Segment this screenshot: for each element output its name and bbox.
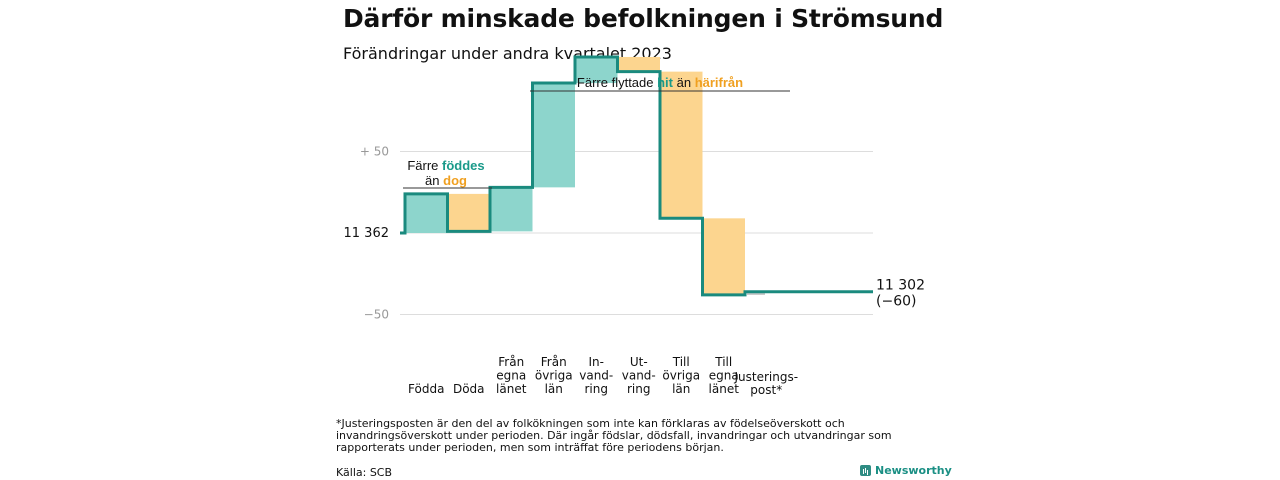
annotation-births-deaths: Färre föddes xyxy=(407,158,484,173)
category-label: Till xyxy=(714,355,732,369)
bar xyxy=(617,56,660,72)
bar xyxy=(405,193,448,233)
bar xyxy=(532,83,575,188)
brand-name: Newsworthy xyxy=(875,464,952,477)
category-label: post* xyxy=(750,383,782,397)
end-change-label: (−60) xyxy=(876,294,916,310)
y-tick-label: −50 xyxy=(364,308,389,322)
annotation-migration: Färre flyttade hit än härifrån xyxy=(577,75,743,90)
category-label: vand- xyxy=(622,369,656,383)
category-label: Födda xyxy=(408,382,444,396)
category-label: Till xyxy=(672,355,690,369)
bar xyxy=(747,291,765,295)
bar xyxy=(702,218,745,295)
bar xyxy=(575,56,618,84)
category-label: länet xyxy=(496,382,527,396)
category-label: övriga xyxy=(535,369,573,383)
category-label: Ut- xyxy=(630,355,648,369)
bar-chart-icon xyxy=(860,465,871,476)
category-label: länet xyxy=(709,382,740,396)
start-value-label: 11 362 xyxy=(344,226,390,241)
source-label: Källa: SCB xyxy=(336,466,393,479)
category-label: övriga xyxy=(662,369,700,383)
bar xyxy=(447,193,490,232)
chart-title: Därför minskade befolkningen i Strömsund xyxy=(343,4,944,33)
cumulative-step-line xyxy=(400,55,873,297)
category-label: Från xyxy=(541,355,567,369)
brand-logo[interactable]: Newsworthy xyxy=(860,464,952,477)
y-tick-label: + 50 xyxy=(360,145,389,159)
category-label: län xyxy=(672,382,690,396)
category-label: egna xyxy=(709,369,739,383)
end-value-label: 11 302 xyxy=(876,278,925,294)
category-label: Justerings- xyxy=(733,370,798,384)
category-label: vand- xyxy=(579,369,613,383)
category-label: Döda xyxy=(453,382,485,396)
bar xyxy=(660,71,703,219)
footnote: *Justeringsposten är den del av folkökni… xyxy=(336,417,892,454)
annotation-births-deaths-line2: än dog xyxy=(425,173,467,188)
bar xyxy=(490,187,533,232)
gridlines xyxy=(400,151,873,315)
category-label: egna xyxy=(496,369,526,383)
step-line xyxy=(400,55,873,297)
bars xyxy=(405,56,765,295)
category-label: ring xyxy=(585,382,609,396)
category-label: In- xyxy=(589,355,604,369)
category-label: ring xyxy=(627,382,651,396)
category-label: län xyxy=(545,382,563,396)
category-label: Från xyxy=(498,355,524,369)
